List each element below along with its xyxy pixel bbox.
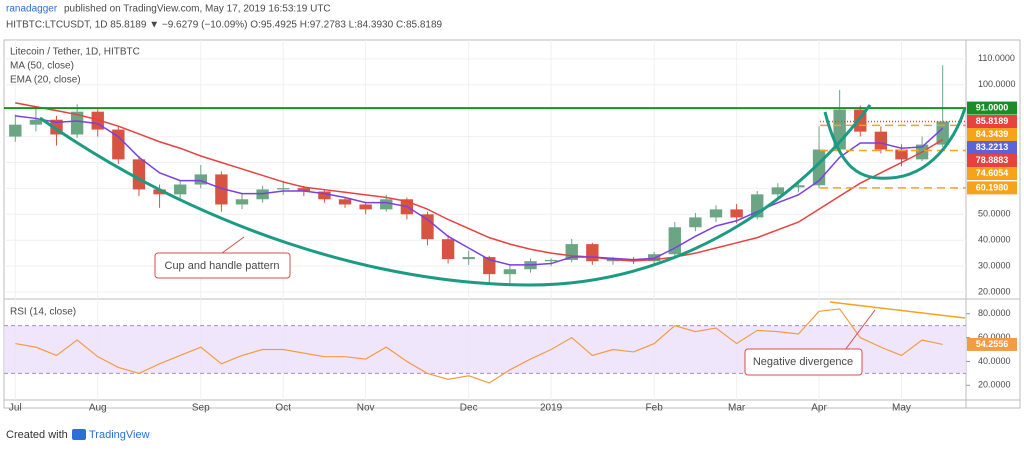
y-tick-label: 20.0000 [978, 286, 1011, 296]
x-tick-label: Mar [728, 403, 746, 414]
candle-body [544, 259, 558, 262]
price-label: 74.6054 [976, 168, 1009, 178]
y-tick-label: 40.0000 [978, 235, 1011, 245]
rsi-line [15, 308, 943, 384]
price-label: 83.2213 [976, 142, 1009, 152]
logo [72, 429, 86, 440]
callout-line [844, 309, 876, 351]
price-label-box [967, 181, 1017, 195]
y-tick-label: 40.0000 [978, 356, 1011, 366]
price-label-box [967, 140, 1017, 154]
frame [3, 39, 1021, 409]
candle-body [215, 174, 228, 205]
callout-box [154, 252, 291, 279]
candle-body [318, 191, 331, 200]
price-label: 91.0000 [976, 102, 1009, 112]
callout-line [221, 236, 245, 254]
x-tick-label: Aug [89, 403, 107, 414]
candle-body [277, 188, 290, 190]
x-tick-label: Sep [192, 403, 210, 414]
y-tick-label: 50.0000 [978, 209, 1011, 219]
y-tick-label: 60.0000 [978, 332, 1011, 342]
x-tick-label: Oct [275, 403, 291, 414]
legend-entry: EMA (20, close) [10, 75, 81, 86]
x-tick-label: Feb [646, 403, 664, 414]
annotation: Cup and handle pattern [165, 260, 280, 272]
indicator-line [15, 115, 944, 266]
candle-body [29, 119, 43, 125]
price-label: 54.2556 [976, 339, 1009, 349]
candle-body [441, 239, 455, 260]
candle-body [194, 174, 207, 185]
candle-body [9, 124, 22, 137]
price-label: 78.8883 [976, 155, 1009, 165]
candle-body [771, 187, 785, 195]
y-tick-label: 100.0000 [978, 79, 1016, 89]
candle-body [112, 129, 125, 160]
price-label: 60.1980 [976, 182, 1009, 192]
price-label-box [967, 166, 1017, 180]
legend-entry: MA (50, close) [10, 61, 74, 72]
price-label: 84.3439 [976, 129, 1009, 139]
symbol-line: HITBTC:LTCUSDT, 1D 85.8189 ▼ −9.6279 (−1… [6, 20, 443, 31]
candle-body [586, 244, 599, 262]
x-tick-label: Apr [811, 403, 827, 414]
footer-text: Created with [6, 429, 68, 441]
candle-body [380, 199, 393, 210]
candle-body [874, 131, 888, 150]
x-tick-label: Nov [357, 403, 375, 414]
price-label-box [967, 114, 1017, 128]
candle-body [895, 149, 908, 160]
author[interactable]: ranadagger [6, 4, 58, 15]
candle-body [503, 269, 517, 275]
callout-box [744, 348, 863, 376]
candle-body [421, 214, 434, 240]
price-label-box [967, 337, 1017, 351]
cup-curve [39, 104, 872, 287]
candle-body [235, 199, 249, 205]
x-tick-label: May [892, 403, 911, 414]
candle-body [359, 204, 372, 210]
candle-body [668, 227, 681, 255]
candle-body [338, 199, 352, 205]
footer-brand[interactable]: TradingView [89, 429, 150, 441]
y-tick-label: 20.0000 [978, 380, 1011, 390]
divergence-line [829, 301, 966, 319]
candle-body [709, 209, 723, 218]
x-tick-label: Jul [9, 403, 22, 414]
candle-body [483, 257, 496, 275]
candle-body [173, 184, 187, 195]
rsi-title: RSI (14, close) [10, 307, 76, 318]
y-tick-label: 110.0000 [978, 53, 1015, 63]
price-label: 85.8189 [976, 116, 1009, 126]
price-label-box [967, 101, 1017, 115]
candle-body [70, 111, 84, 135]
candle-body [689, 217, 702, 228]
handle-curve [823, 107, 967, 180]
price-label-box [967, 127, 1017, 141]
candle-body [297, 188, 311, 192]
price-label-box [967, 153, 1017, 167]
candle-body [256, 189, 269, 200]
x-tick-label: Dec [460, 403, 478, 414]
candle-body [153, 189, 166, 195]
published: published on TradingView.com, May 17, 20… [64, 4, 331, 15]
candle-body [792, 185, 805, 188]
candle-body [132, 159, 146, 190]
chart-title: Litecoin / Tether, 1D, HITBTC [10, 47, 140, 58]
annotation: Negative divergence [753, 356, 853, 368]
candle-body [936, 121, 949, 145]
candle-body [462, 257, 475, 260]
x-tick-label: 2019 [540, 403, 563, 414]
indicator-line [15, 102, 944, 262]
candle-body [730, 209, 743, 218]
y-tick-label: 30.0000 [978, 261, 1011, 271]
y-tick-label: 80.0000 [978, 308, 1011, 318]
